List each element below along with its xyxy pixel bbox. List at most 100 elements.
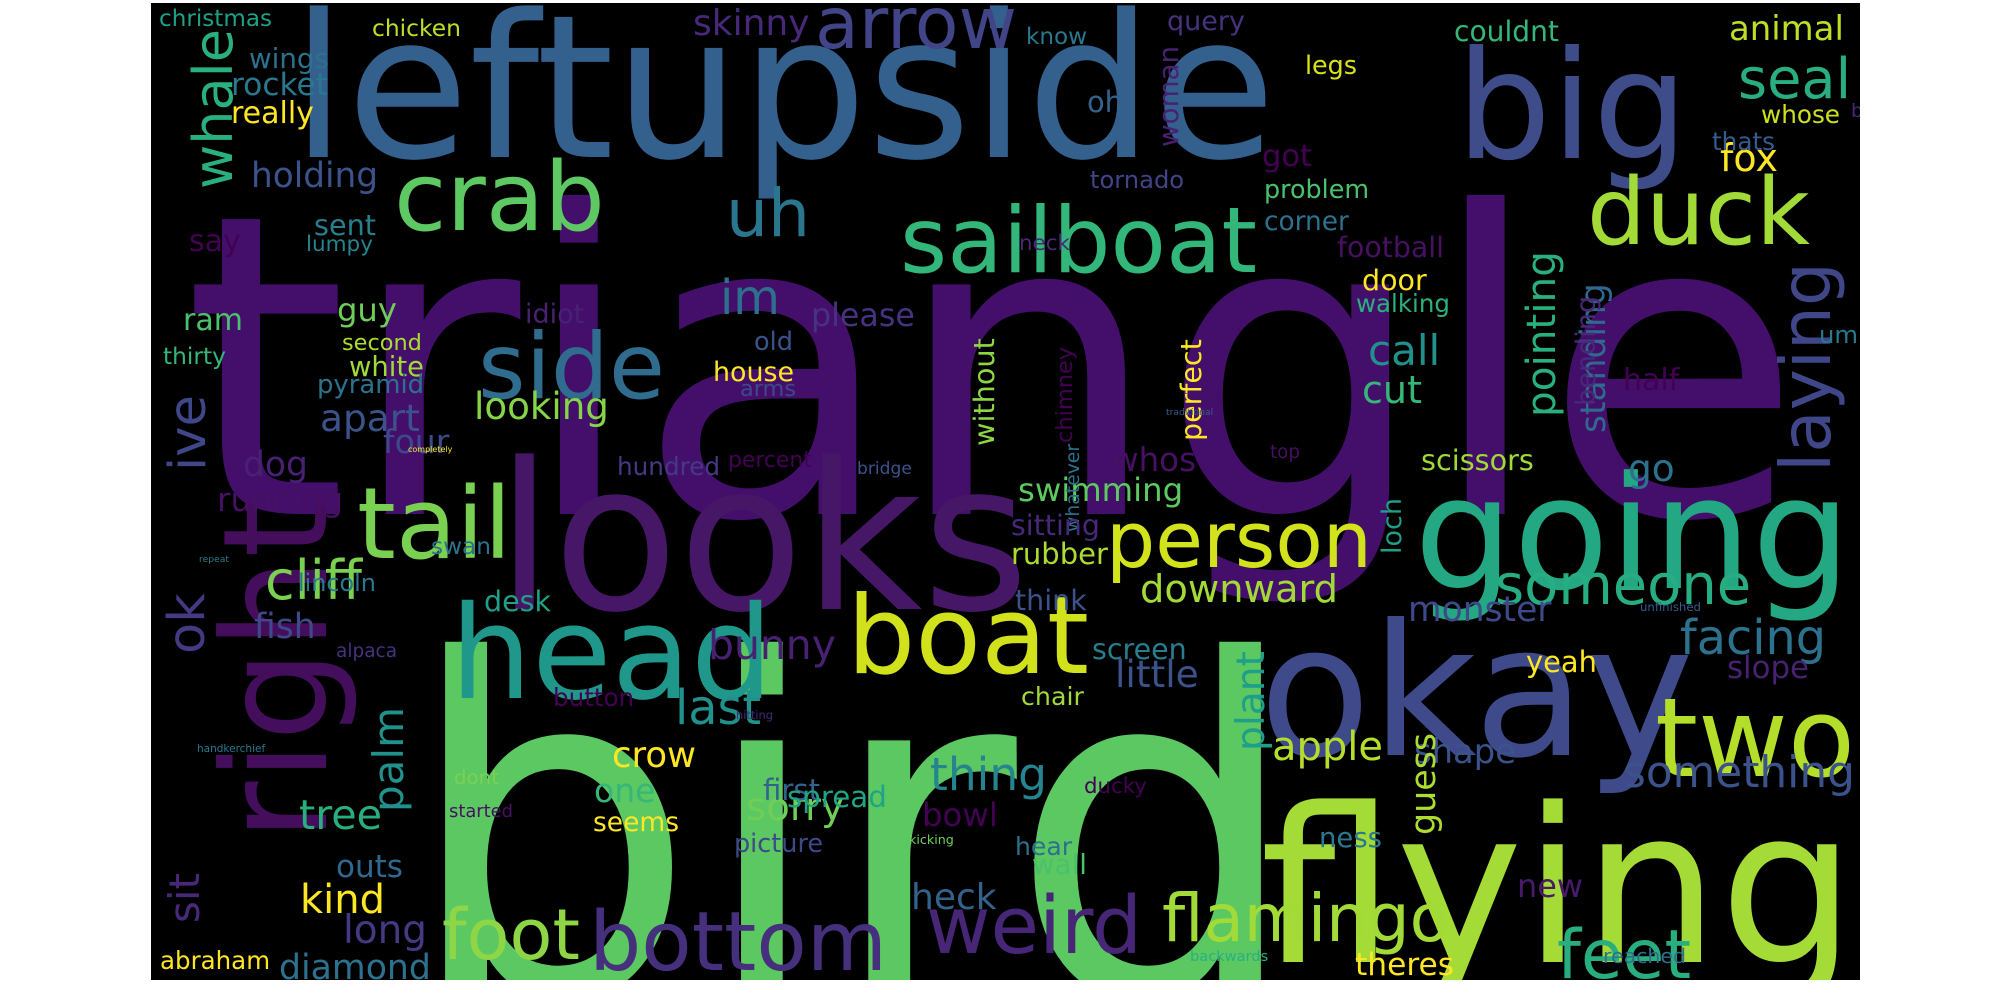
cloud-word: chair xyxy=(1021,682,1084,711)
cloud-word: last xyxy=(675,681,762,736)
cloud-word: alpaca xyxy=(336,641,398,662)
cloud-word: please xyxy=(811,298,915,334)
cloud-word: sitting xyxy=(1011,509,1100,542)
cloud-word: picture xyxy=(734,829,824,859)
cloud-word: arms xyxy=(740,376,797,402)
cloud-word: walking xyxy=(1356,289,1450,318)
cloud-word: diamond xyxy=(279,948,431,980)
cloud-word: one xyxy=(594,771,656,810)
cloud-word: sorry xyxy=(746,785,844,830)
cloud-word: legs xyxy=(1305,50,1358,80)
cloud-word: leftupside xyxy=(291,3,1276,205)
cloud-word: cut xyxy=(1362,368,1422,412)
cloud-word: holding xyxy=(251,156,379,196)
cloud-word: rocket xyxy=(231,67,329,103)
cloud-word: sent xyxy=(314,208,377,242)
cloud-word: bending xyxy=(1571,295,1602,406)
cloud-word: downward xyxy=(1140,567,1338,612)
cloud-word: call xyxy=(1368,326,1441,375)
cloud-word: going xyxy=(1414,443,1852,625)
cloud-word: second xyxy=(342,330,422,356)
cloud-word: bridge xyxy=(857,459,912,479)
cloud-word: whos xyxy=(1112,441,1196,479)
cloud-word: triangle xyxy=(183,125,1803,614)
cloud-word: started xyxy=(449,801,514,822)
cloud-word: hundred xyxy=(617,452,721,481)
cloud-word: ducky xyxy=(1084,774,1147,799)
cloud-word: hitting xyxy=(736,708,773,722)
cloud-word: know xyxy=(1026,24,1088,50)
cloud-word: person xyxy=(1106,496,1372,586)
cloud-word: wings xyxy=(249,42,329,75)
cloud-word: screen xyxy=(1092,633,1187,666)
cloud-word: whose xyxy=(1761,100,1840,129)
cloud-word: got xyxy=(1262,139,1312,174)
cloud-word: lincoln xyxy=(298,569,376,597)
cloud-word: abraham xyxy=(160,946,271,975)
cloud-word: swan xyxy=(431,533,491,560)
cloud-word: cliff xyxy=(265,549,362,612)
cloud-word: animal xyxy=(1729,9,1844,48)
cloud-word: woman xyxy=(1152,45,1185,147)
cloud-word: dont xyxy=(454,766,499,789)
cloud-word: tail xyxy=(357,467,512,582)
cloud-word: running xyxy=(217,481,344,519)
cloud-word: think xyxy=(1015,584,1087,617)
cloud-word: laying xyxy=(1767,262,1847,472)
cloud-word: idiot xyxy=(525,299,585,330)
cloud-word: old xyxy=(754,327,794,357)
cloud-word: palm xyxy=(364,707,413,812)
cloud-word: completely xyxy=(408,445,453,454)
cloud-word: hear xyxy=(1015,832,1073,861)
cloud-word: apart xyxy=(320,396,420,440)
cloud-word: chicken xyxy=(372,14,461,42)
cloud-word: chimney xyxy=(1052,346,1078,443)
cloud-word: corner xyxy=(1264,206,1349,237)
cloud-word: wall xyxy=(1032,848,1087,881)
cloud-word: perfect xyxy=(1175,339,1208,441)
cloud-word: okay xyxy=(1259,586,1694,799)
cloud-word: ram xyxy=(183,303,243,338)
cloud-word: first xyxy=(763,773,821,807)
cloud-word: bird xyxy=(403,565,1304,980)
cloud-word: thing xyxy=(930,748,1048,801)
cloud-word: say xyxy=(189,224,241,259)
cloud-word: guess xyxy=(1404,732,1444,835)
cloud-word: weird xyxy=(926,880,1143,972)
cloud-word: kind xyxy=(300,877,386,923)
cloud-word: head xyxy=(450,578,773,729)
cloud-word: half xyxy=(1623,363,1680,398)
cloud-word: two xyxy=(1655,674,1856,802)
cloud-word: problem xyxy=(1264,174,1370,204)
cloud-word: thats xyxy=(1712,127,1775,156)
cloud-word: looks xyxy=(496,420,1030,658)
cloud-word: loch xyxy=(1377,498,1408,554)
cloud-word: something xyxy=(1623,747,1855,798)
cloud-word: plant xyxy=(1229,651,1274,751)
cloud-word: ok xyxy=(158,593,217,654)
cloud-word: oh xyxy=(1087,85,1123,119)
cloud-word: christmas xyxy=(159,6,273,32)
cloud-word: uh xyxy=(726,174,811,252)
cloud-word: im xyxy=(720,271,780,326)
cloud-word: lumpy xyxy=(306,232,373,257)
cloud-word: house xyxy=(713,357,795,388)
cloud-word: new xyxy=(1517,867,1583,905)
cloud-word: go xyxy=(1628,446,1675,490)
cloud-word: seal xyxy=(1738,47,1852,112)
cloud-word: unfinished xyxy=(1640,600,1701,614)
cloud-word: box xyxy=(1851,101,1860,122)
cloud-word: ness xyxy=(1319,822,1383,854)
cloud-word: side xyxy=(478,313,666,420)
cloud-word: dog xyxy=(243,445,308,485)
cloud-word: tornado xyxy=(1090,166,1185,194)
cloud-word: flying xyxy=(1260,762,1856,980)
cloud-word: ive xyxy=(158,394,218,471)
cloud-word: monster xyxy=(1408,590,1552,630)
cloud-word: tree xyxy=(299,791,383,839)
cloud-word: couldnt xyxy=(1454,15,1559,48)
cloud-word: football xyxy=(1337,231,1445,264)
cloud-word: pyramid xyxy=(317,370,425,400)
cloud-word: neck xyxy=(1019,231,1070,256)
cloud-word: bunny xyxy=(708,621,836,669)
